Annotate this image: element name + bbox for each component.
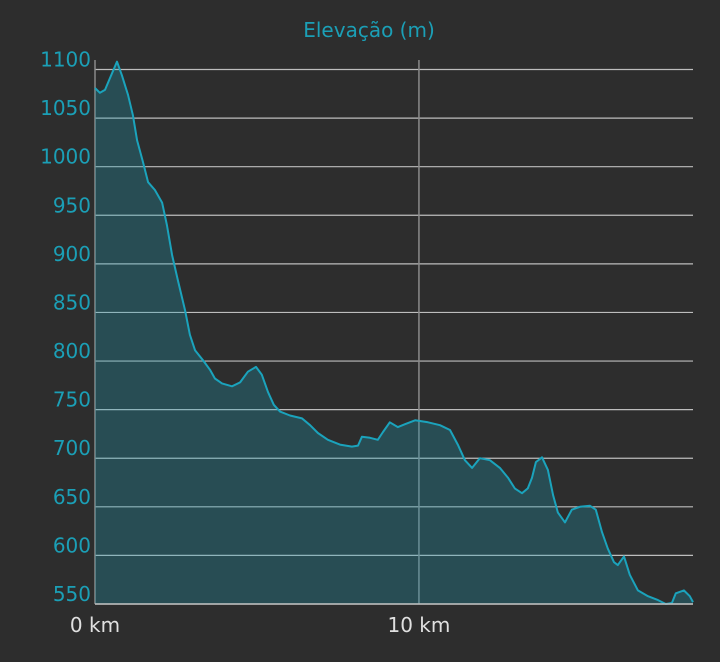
area-fill — [95, 61, 693, 604]
y-tick-label: 900 — [53, 242, 91, 266]
elevation-line — [94, 60, 694, 605]
y-tick-label: 750 — [53, 388, 91, 412]
chart-title: Elevação (m) — [303, 18, 435, 42]
y-tick-label: 550 — [53, 582, 91, 606]
y-tick-label: 950 — [53, 193, 91, 217]
y-tick-label: 1000 — [40, 145, 91, 169]
y-tick-label: 1100 — [40, 48, 91, 72]
y-tick-label: 600 — [53, 533, 91, 557]
y-tick-label: 1050 — [40, 96, 91, 120]
y-tick-label: 850 — [53, 290, 91, 314]
y-tick-label: 650 — [53, 485, 91, 509]
x-tick-label: 10 km — [388, 613, 451, 637]
y-tick-label: 700 — [53, 436, 91, 460]
y-tick-label: 800 — [53, 339, 91, 363]
x-tick-label: 0 km — [70, 613, 120, 637]
